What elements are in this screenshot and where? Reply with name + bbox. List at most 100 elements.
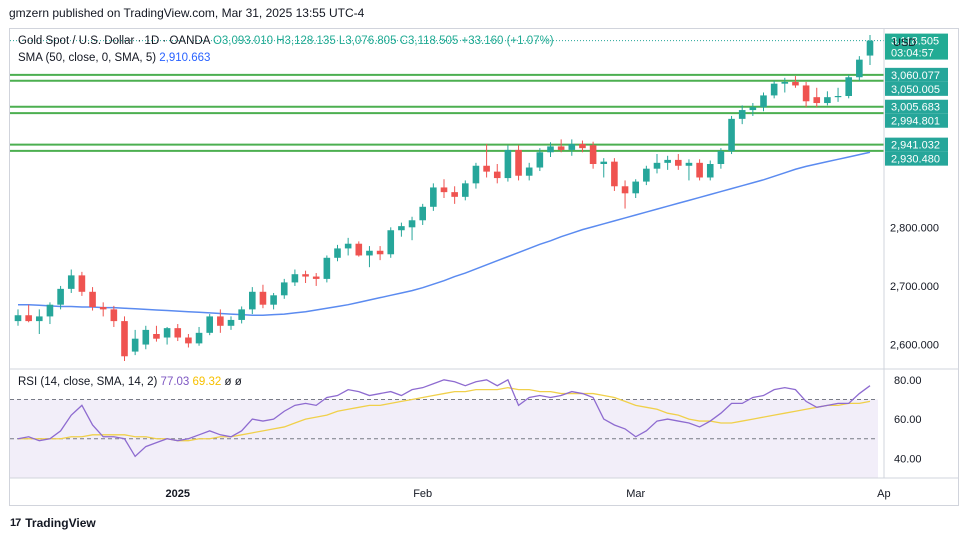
candle-65 (706, 160, 714, 181)
candle-29 (323, 255, 331, 283)
candle-23 (259, 284, 267, 309)
candle-40 (440, 179, 448, 198)
sma-line (18, 151, 871, 316)
candle-0 (14, 309, 22, 326)
candle-38 (419, 203, 427, 225)
candle-71 (770, 80, 778, 99)
candle-21 (238, 306, 245, 324)
candle-32 (355, 241, 363, 257)
candle-body-47 (515, 149, 522, 176)
candle-body-67 (728, 118, 735, 152)
time-label-0: 2025 (166, 488, 190, 500)
symbol-name: Gold Spot / U.S. Dollar · 1D · OANDA (18, 35, 210, 47)
candle-63 (685, 159, 693, 181)
candle-body-23 (259, 291, 267, 305)
candle-31 (344, 237, 352, 256)
candle-25 (280, 278, 288, 299)
candle-body-78 (845, 77, 853, 96)
candle-75 (813, 87, 821, 108)
candle-body-21 (238, 309, 245, 320)
candle-body-3 (46, 304, 54, 317)
candle-52 (568, 139, 576, 156)
candle-body-51 (557, 146, 565, 150)
candle-8 (99, 302, 107, 317)
candle-22 (248, 287, 256, 315)
ohlc-low: L3,076.805 (338, 35, 397, 47)
candle-body-74 (802, 85, 810, 102)
rsi-ma-value: 69.32 (192, 376, 222, 388)
candle-61 (664, 155, 671, 170)
rsi-tick-1: 60.00 (894, 414, 922, 426)
candle-17 (195, 326, 203, 346)
candle-78 (845, 74, 853, 99)
price-tag-bg-4 (885, 113, 948, 128)
candle-9 (110, 305, 118, 327)
candle-body-43 (472, 165, 480, 184)
candle-42 (461, 180, 469, 201)
price-tag-bg-2 (885, 81, 948, 96)
time-label-1: Feb (413, 488, 432, 500)
candle-body-1 (25, 315, 32, 322)
rsi-value: 77.03 (160, 376, 190, 388)
brand-name: TradingView (25, 516, 96, 530)
ohlc-high: H3,128.135 (276, 35, 336, 47)
candle-1 (25, 304, 32, 323)
candle-body-42 (461, 183, 469, 197)
candle-3 (46, 302, 54, 325)
candle-18 (206, 314, 214, 336)
candle-20 (227, 316, 235, 330)
candle-body-12 (142, 329, 150, 345)
candle-body-14 (163, 328, 171, 338)
candle-body-64 (696, 162, 703, 178)
candle-body-73 (792, 81, 799, 86)
rsi-line (17, 378, 871, 458)
candle-30 (334, 244, 341, 262)
candle-55 (600, 158, 608, 178)
candle-77 (834, 87, 842, 102)
candle-body-49 (536, 152, 544, 168)
candle-43 (472, 162, 480, 189)
candle-10 (121, 316, 128, 361)
rsi-tick-0: 80.00 (894, 375, 922, 387)
price-tag-2: 3,050.005 (885, 81, 948, 96)
candle-50 (547, 142, 554, 157)
candle-7 (89, 287, 96, 311)
candle-body-48 (525, 167, 533, 176)
candle-64 (696, 159, 703, 181)
candle-4 (57, 285, 64, 310)
candle-body-76 (824, 97, 831, 104)
candle-body-16 (185, 337, 192, 344)
candle-body-7 (89, 291, 96, 308)
candle-14 (163, 326, 171, 345)
candle-48 (525, 162, 533, 181)
price-tag-bg-0 (885, 33, 948, 60)
candle-body-6 (78, 275, 86, 292)
candle-body-61 (664, 159, 671, 163)
candle-body-63 (685, 162, 693, 166)
candle-73 (792, 76, 799, 88)
candle-13 (153, 325, 160, 342)
candle-body-80 (866, 40, 874, 56)
candle-body-71 (770, 83, 778, 96)
candle-body-22 (248, 291, 256, 310)
publisher-header: gmzern published on TradingView.com, Mar… (9, 6, 365, 20)
price-tag-label-0: 3,118.505 (891, 36, 939, 48)
candle-62 (674, 154, 682, 170)
candle-33 (366, 246, 373, 268)
candle-body-0 (14, 315, 22, 322)
candle-47 (515, 145, 522, 181)
candle-body-79 (856, 59, 863, 78)
candle-body-52 (568, 144, 576, 150)
candle-body-4 (57, 288, 64, 305)
candle-80 (866, 34, 874, 66)
ohlc-close: C3,118.505 (399, 35, 459, 47)
sma-value: 2,910.663 (159, 52, 211, 64)
candle-46 (504, 145, 512, 182)
candle-body-77 (834, 96, 842, 98)
candle-69 (749, 103, 757, 116)
price-tag-1: 3,060.077 (885, 67, 948, 82)
candle-body-37 (408, 220, 416, 228)
currency-label[interactable]: USD (893, 37, 917, 49)
